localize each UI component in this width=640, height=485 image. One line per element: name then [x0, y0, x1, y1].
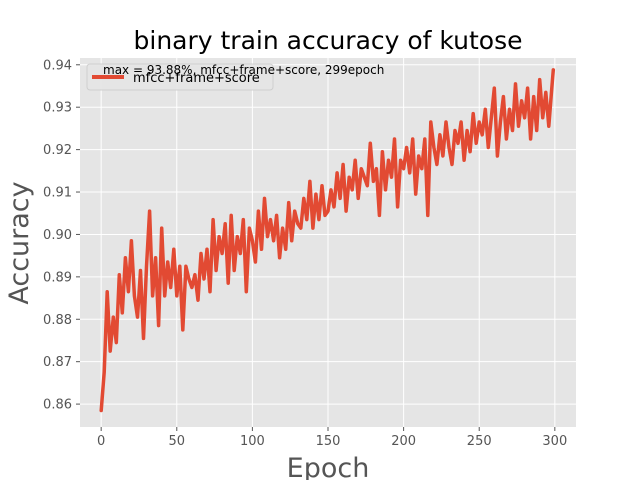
x-tick-label: 300 [542, 434, 567, 449]
y-tick-label: 0.90 [43, 228, 72, 243]
y-axis-label: Accuracy [4, 181, 35, 304]
x-tick-label: 0 [97, 434, 105, 449]
y-ticks: 0.86 0.87 0.88 0.89 0.90 0.91 0.92 0.93 0.94 [43, 58, 80, 413]
chart-title: binary train accuracy of kutose [134, 26, 523, 55]
x-axis-label: Epoch [287, 453, 370, 480]
series-line [99, 68, 556, 413]
y-tick-label: 0.92 [43, 143, 72, 158]
x-tick-label: 100 [240, 434, 265, 449]
y-tick-label: 0.89 [43, 270, 72, 285]
y-tick-label: 0.91 [43, 186, 72, 201]
y-tick-label: 0.86 [43, 398, 72, 413]
x-ticks: 0 50 100 150 200 250 300 [97, 427, 567, 449]
max-annotation: max = 93.88%, mfcc+frame+score, 299epoch [103, 63, 384, 77]
legend-label: mfcc+frame+score [133, 71, 260, 86]
y-tick-label: 0.88 [43, 313, 72, 328]
series-layer [99, 68, 556, 413]
y-tick-label: 0.94 [43, 58, 72, 73]
legend-box [86, 63, 274, 91]
y-tick-label: 0.87 [43, 355, 72, 370]
grid-layer [80, 58, 576, 427]
y-tick-label: 0.93 [43, 101, 72, 116]
x-tick-label: 50 [169, 434, 186, 449]
x-tick-label: 200 [391, 434, 416, 449]
legend: mfcc+frame+score [86, 63, 274, 91]
x-tick-label: 250 [467, 434, 492, 449]
x-tick-label: 150 [316, 434, 341, 449]
